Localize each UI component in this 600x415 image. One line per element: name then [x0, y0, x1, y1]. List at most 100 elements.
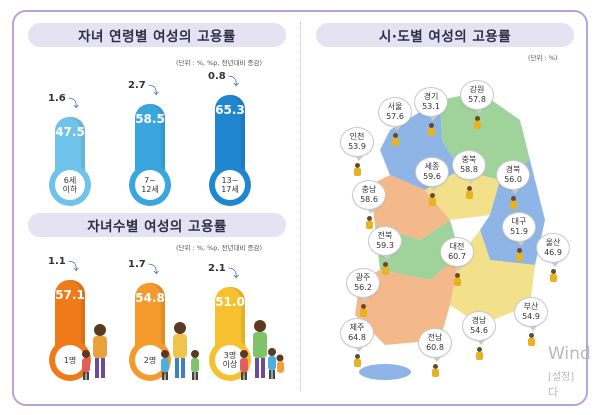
woman-figure-head-6 [467, 186, 472, 191]
category-label-age-2: 7~ 12세 [135, 170, 165, 200]
region-value-1: 57.8 [468, 95, 486, 104]
region-value-10: 59.3 [376, 241, 394, 250]
region-value-17: 60.8 [426, 343, 444, 352]
woman-figure-icon-10 [382, 262, 389, 276]
category-label-line-count-2-1: 2명 [143, 355, 157, 365]
tube-value-age-1: 47.5 [55, 125, 85, 140]
tube-bulb-age-1: 6세 이하 [49, 164, 91, 206]
region-value-3: 57.6 [386, 112, 404, 121]
woman-figure-head-14 [529, 333, 534, 338]
woman-figure-icon-8 [366, 216, 373, 230]
category-label-count-2: 2명 [135, 345, 165, 375]
woman-figure-icon-14 [528, 333, 535, 347]
watermark-line2: [설정] [548, 372, 575, 383]
region-value-14: 54.9 [522, 312, 540, 321]
woman-figure-body-7 [510, 201, 517, 209]
woman-figure-body-3 [392, 138, 399, 146]
tube-value-age-3: 65.3 [215, 103, 245, 118]
woman-figure-icon-6 [466, 186, 473, 200]
region-map-title: 시·도별 여성의 고용률 [316, 23, 574, 47]
region-bubble-2: 경기 53.1 [414, 87, 448, 121]
region-name-16: 제주 [349, 323, 365, 332]
woman-figure-body-15 [476, 352, 483, 360]
section-divider [300, 22, 301, 392]
tube-value-count-3: 51.0 [215, 295, 245, 310]
increase-arrow-icon-count-1: ⤵ [68, 259, 79, 273]
woman-figure-icon-17 [432, 364, 439, 378]
category-label-line-count-3-1: 3명 [223, 351, 237, 360]
children-count-chart-title: 자녀수별 여성의 고용률 [28, 213, 286, 237]
woman-figure-head-7 [511, 196, 516, 201]
region-bubble-5: 세종 59.6 [415, 157, 449, 191]
region-value-6: 58.8 [460, 165, 478, 174]
woman-figure-icon-13 [360, 304, 367, 318]
region-name-1: 강원 [469, 85, 485, 94]
map-region-jeonnam [355, 255, 460, 345]
region-bubble-6: 충북 58.8 [452, 150, 486, 184]
category-label-age-1: 6세 이하 [55, 170, 85, 200]
region-bubble-3: 서울 57.6 [378, 97, 412, 131]
woman-figure-body-17 [432, 369, 439, 377]
category-label-line-count-1-1: 1명 [63, 355, 77, 365]
woman-figure-icon-5 [429, 193, 436, 207]
region-name-6: 충북 [461, 155, 477, 164]
increase-arrow-icon-count-2: ⤵ [148, 262, 159, 276]
tube-bulb-count-3: 3명 이상 [209, 339, 251, 381]
woman-figure-icon-3 [392, 133, 399, 147]
tube-value-count-1: 57.1 [55, 287, 85, 302]
age-chart-title: 자녀 연령별 여성의 고용률 [28, 23, 286, 47]
category-label-line-age-3-2: 17세 [221, 185, 239, 194]
category-label-line-age-1-2: 이하 [62, 185, 78, 194]
region-value-9: 51.9 [510, 227, 528, 236]
change-label-age-3: 0.8 [208, 71, 226, 83]
region-value-5: 59.6 [423, 172, 441, 181]
region-bubble-8: 충남 58.6 [352, 180, 386, 214]
region-bubble-4: 인천 53.9 [340, 127, 374, 161]
tube-value-count-2: 54.8 [135, 290, 165, 305]
tube-bulb-age-3: 13~ 17세 [209, 164, 251, 206]
woman-figure-body-8 [366, 221, 373, 229]
woman-figure-body-11 [454, 278, 461, 286]
region-bubble-13: 광주 56.2 [346, 268, 380, 302]
map-region-jeju [359, 364, 411, 380]
region-name-13: 광주 [355, 273, 371, 282]
woman-figure-head-10 [383, 262, 388, 267]
region-value-7: 56.0 [504, 175, 522, 184]
category-label-line-age-2-2: 12세 [141, 185, 159, 194]
woman-figure-body-10 [382, 267, 389, 275]
woman-figure-head-9 [517, 248, 522, 253]
region-bubble-16: 제주 64.8 [340, 318, 374, 352]
increase-arrow-icon-count-3: ⤵ [228, 267, 239, 281]
woman-figure-body-14 [528, 338, 535, 346]
woman-figure-icon-11 [454, 273, 461, 287]
woman-figure-body-16 [354, 359, 361, 367]
category-label-line-age-3-1: 13~ [221, 176, 239, 185]
region-name-9: 대구 [511, 217, 527, 226]
region-name-5: 세종 [424, 162, 440, 171]
woman-figure-head-4 [355, 163, 360, 168]
region-name-8: 충남 [361, 185, 377, 194]
region-bubble-12: 울산 46.9 [536, 233, 570, 267]
region-name-17: 전남 [427, 333, 443, 342]
region-bubble-15: 경남 54.6 [462, 311, 496, 345]
change-label-count-1: 1.1 [48, 255, 66, 267]
age-chart-unit: (단위 : %, %p, 전년대비 증감) [176, 59, 263, 67]
region-value-16: 64.8 [348, 333, 366, 342]
mother-child-illustration-1 [82, 324, 107, 380]
woman-figure-icon-9 [516, 248, 523, 262]
mother-children-illustration-2 [161, 322, 199, 380]
woman-figure-body-5 [429, 198, 436, 206]
change-label-count-2: 1.7 [128, 258, 146, 270]
tube-value-age-2: 58.5 [135, 111, 165, 126]
woman-figure-icon-2 [428, 123, 435, 137]
woman-figure-body-13 [360, 309, 367, 317]
region-value-11: 60.7 [448, 252, 466, 261]
woman-figure-body-9 [516, 253, 523, 261]
region-name-10: 전북 [377, 231, 393, 240]
change-label-age-2: 2.7 [128, 79, 146, 91]
woman-figure-body-12 [550, 274, 557, 282]
region-bubble-14: 부산 54.9 [514, 297, 548, 331]
woman-figure-head-17 [433, 364, 438, 369]
region-bubble-11: 대전 60.7 [440, 237, 474, 271]
region-value-8: 58.6 [360, 195, 378, 204]
